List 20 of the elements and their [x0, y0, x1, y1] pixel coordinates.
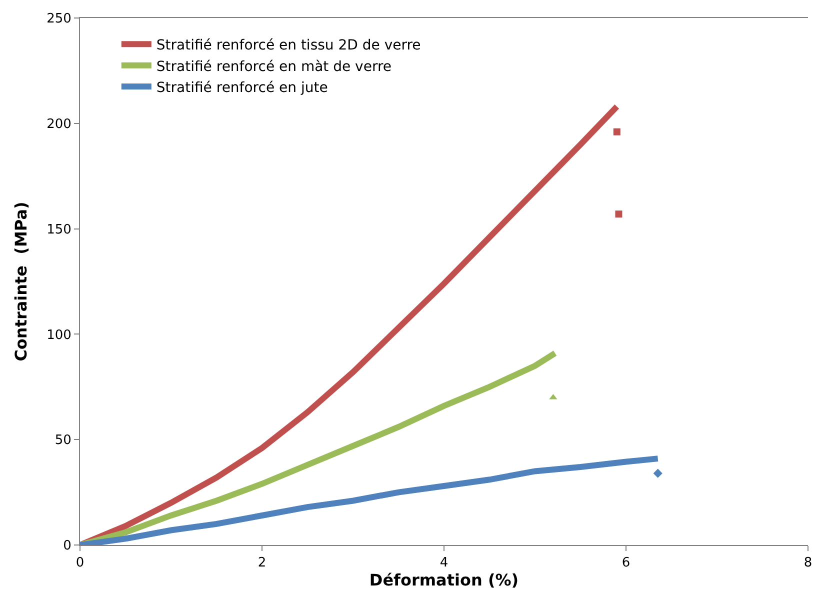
x-axis-title: Déformation (%): [369, 570, 519, 590]
y-tick-label: 100: [46, 328, 72, 343]
y-axis-title: Contrainte (MPa): [11, 202, 30, 362]
point: [613, 128, 620, 136]
legend-label: Stratifié renforcé en tissu 2D de verre: [156, 38, 421, 54]
y-tick-label: 0: [63, 538, 72, 554]
legend-label: Stratifié renforcé en jute: [156, 80, 328, 96]
point: [653, 468, 662, 478]
y-tick-label: 250: [46, 12, 72, 27]
legend-label: Stratifié renforcé en màt de verre: [156, 58, 392, 75]
x-tick-label: 6: [622, 556, 630, 571]
y-tick-label: 200: [46, 116, 72, 132]
point: [615, 210, 622, 218]
x-tick-label: 4: [440, 556, 448, 571]
x-tick-label: 8: [804, 556, 812, 571]
y-tick-label: 150: [46, 222, 72, 238]
point: [549, 394, 558, 400]
y-tick-label: 50: [54, 433, 72, 448]
x-tick-label: 2: [258, 556, 266, 571]
x-tick-label: 0: [76, 556, 84, 571]
